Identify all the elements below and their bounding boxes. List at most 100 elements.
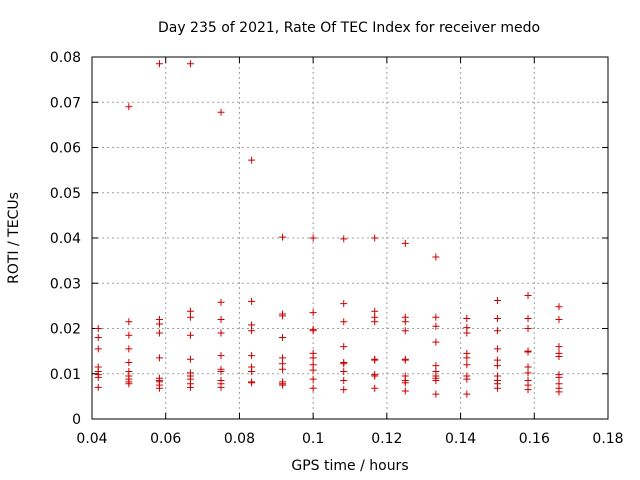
data-point-plus-marker: [309, 234, 317, 242]
y-axis-label: ROTI / TECUs: [6, 192, 22, 284]
data-point-plus-marker: [401, 379, 409, 387]
data-point-plus-marker: [340, 386, 348, 394]
data-point-plus-marker: [401, 318, 409, 326]
data-point-plus-marker: [94, 334, 102, 342]
x-tick-label: 0.16: [519, 431, 550, 447]
data-point-plus-marker: [371, 307, 379, 315]
data-point-plus-marker: [125, 380, 133, 388]
data-point-plus-marker: [248, 367, 256, 375]
data-point-plus-marker: [524, 291, 532, 299]
y-tick-label: 0.03: [50, 276, 81, 292]
data-point-plus-marker: [94, 345, 102, 353]
y-tick-label: 0.02: [50, 322, 81, 338]
data-point-plus-marker: [432, 338, 440, 346]
data-point-plus-marker: [340, 360, 348, 368]
data-point-plus-marker: [493, 327, 501, 335]
y-tick-label: 0.08: [50, 50, 81, 66]
data-point-plus-marker: [401, 239, 409, 247]
data-point-plus-marker: [524, 348, 532, 356]
data-point-plus-marker: [463, 329, 471, 337]
data-point-plus-marker: [340, 343, 348, 351]
data-point-plus-marker: [279, 381, 287, 389]
data-point-plus-marker: [401, 387, 409, 395]
data-point-plus-marker: [371, 356, 379, 364]
data-point-plus-marker: [401, 356, 409, 364]
data-point-plus-marker: [463, 390, 471, 398]
data-point-plus-marker: [493, 315, 501, 323]
data-point-plus-marker: [125, 103, 133, 111]
data-point-plus-marker: [217, 352, 225, 360]
data-point-plus-marker: [401, 327, 409, 335]
data-point-plus-marker: [217, 329, 225, 337]
data-point-plus-marker: [555, 373, 563, 381]
data-point-plus-marker: [94, 373, 102, 381]
y-tick-label: 0.04: [50, 231, 81, 247]
data-point-plus-marker: [279, 233, 287, 241]
data-point-plus-marker: [186, 313, 194, 321]
data-point-plus-marker: [309, 354, 317, 362]
data-point-plus-marker: [463, 375, 471, 383]
data-point-plus-marker: [94, 325, 102, 332]
data-point-plus-marker: [340, 367, 348, 375]
data-point-plus-marker: [248, 297, 256, 305]
data-point-plus-marker: [432, 313, 440, 321]
x-tick-label: 0.14: [445, 431, 476, 447]
data-point-plus-marker: [340, 318, 348, 326]
data-point-plus-marker: [217, 367, 225, 375]
data-point-plus-marker: [371, 372, 379, 380]
data-point-plus-marker: [217, 315, 225, 323]
x-axis-label: GPS time / hours: [291, 458, 408, 474]
data-point-plus-marker: [309, 384, 317, 392]
data-point-plus-marker: [94, 383, 102, 391]
data-point-plus-marker: [432, 390, 440, 398]
data-point-plus-marker: [340, 377, 348, 385]
data-point-plus-marker: [340, 235, 348, 243]
data-point-plus-marker: [309, 327, 317, 335]
y-tick-label: 0.07: [50, 95, 81, 111]
data-point-plus-marker: [371, 384, 379, 392]
data-point-plus-marker: [155, 320, 163, 328]
data-point-plus-marker: [493, 296, 501, 304]
x-tick-label: 0.06: [150, 431, 181, 447]
data-point-plus-marker: [463, 361, 471, 369]
data-point-plus-marker: [432, 322, 440, 330]
data-point-plus-marker: [186, 331, 194, 339]
data-point-plus-marker: [186, 355, 194, 363]
data-point-plus-marker: [155, 384, 163, 392]
data-point-plus-marker: [371, 234, 379, 242]
chart-title: Day 235 of 2021, Rate Of TEC Index for r…: [158, 20, 540, 36]
data-point-plus-marker: [524, 369, 532, 377]
data-point-plus-marker: [279, 334, 287, 342]
data-point-plus-marker: [248, 352, 256, 360]
data-point-plus-marker: [493, 384, 501, 392]
data-point-plus-marker: [309, 375, 317, 383]
x-tick-label: 0.08: [224, 431, 255, 447]
data-point-plus-marker: [432, 253, 440, 261]
data-point-plus-marker: [432, 377, 440, 385]
data-point-plus-marker: [279, 354, 287, 362]
axis-ticks: 0.04 0.06 0.08 0.1 0.12 0.14 0.16 0.18 0 0.01 0.02…: [50, 50, 624, 447]
data-point-plus-marker: [125, 318, 133, 326]
data-point-plus-marker: [555, 353, 563, 361]
data-point-plus-marker: [186, 60, 194, 68]
data-point-plus-marker: [217, 108, 225, 116]
x-tick-label: 0.12: [371, 431, 402, 447]
grid-lines: [92, 57, 608, 419]
data-point-plus-marker: [340, 300, 348, 308]
data-point-plus-marker: [217, 383, 225, 391]
data-point-plus-marker: [524, 325, 532, 332]
data-point-plus-marker: [555, 388, 563, 396]
data-point-plus-marker: [524, 386, 532, 394]
y-tick-label: 0: [72, 412, 81, 428]
data-point-plus-marker: [248, 156, 256, 164]
data-point-plus-marker: [217, 298, 225, 306]
x-tick-label: 0.1: [302, 431, 324, 447]
data-point-plus-marker: [125, 358, 133, 366]
y-tick-label: 0.06: [50, 141, 81, 157]
data-point-plus-marker: [432, 362, 440, 370]
plot-frame: [91, 56, 609, 420]
y-tick-label: 0.01: [50, 367, 81, 383]
data-point-plus-marker: [493, 345, 501, 353]
data-point-plus-marker: [463, 315, 471, 323]
